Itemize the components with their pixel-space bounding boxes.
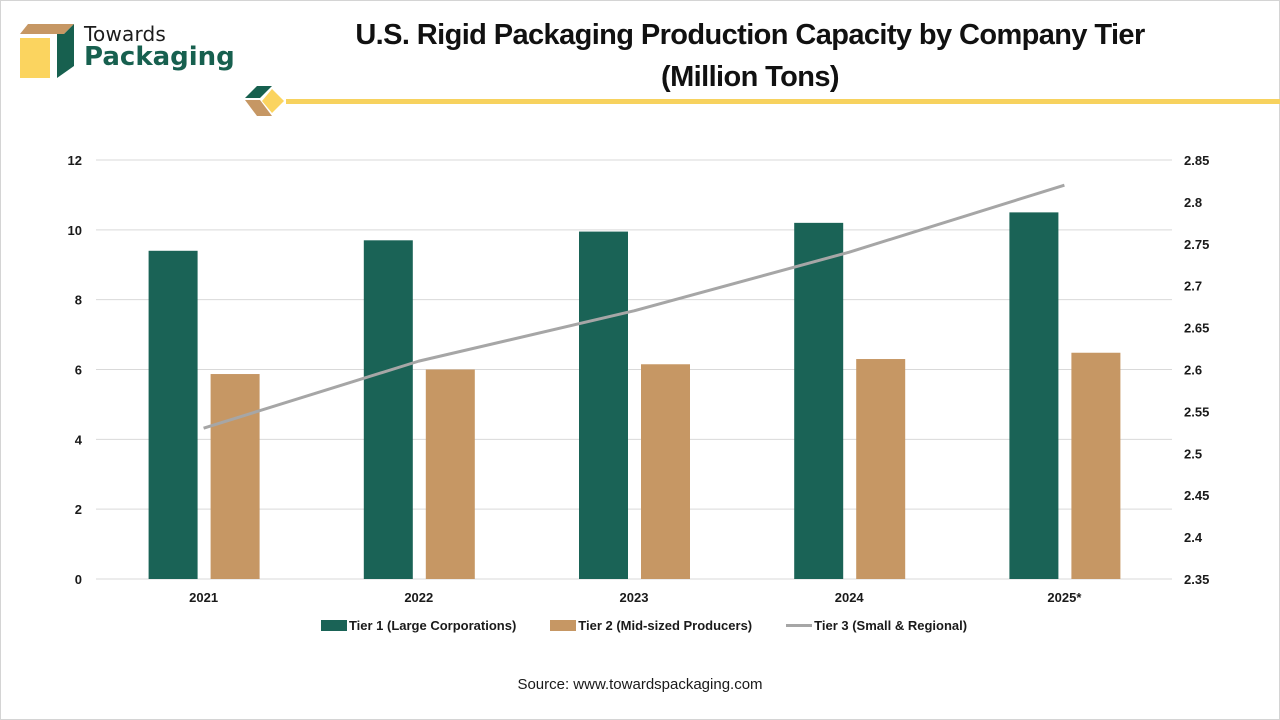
left-tick-label: 10 [68,223,82,238]
category-label: 2021 [189,590,218,605]
box-logo-icon [20,24,74,78]
right-tick-label: 2.35 [1184,572,1209,587]
legend-label-tier1: Tier 1 (Large Corporations) [348,618,517,633]
chart-title-sub: (Million Tons) [661,61,840,93]
legend-label-tier2: Tier 2 (Mid-sized Producers) [578,618,753,633]
legend-swatch-tier2 [550,620,577,631]
right-tick-label: 2.45 [1184,488,1209,503]
chart-legend: Tier 1 (Large Corporations) Tier 2 (Mid-… [0,618,1280,633]
bar-tier2-2022 [425,369,475,579]
legend-item-tier1: Tier 1 (Large Corporations) [320,618,517,633]
left-tick-label: 4 [75,432,83,447]
bar-tier1-2025 [1009,212,1059,579]
bar-tier2-2021 [210,374,260,579]
bars [148,212,1121,580]
category-axis: 2021 2022 2023 2024 2025* [189,590,1082,605]
bar-tier1-2023 [579,231,628,579]
category-label: 2023 [620,590,649,605]
right-tick-label: 2.65 [1184,321,1209,336]
right-tick-label: 2.55 [1184,404,1209,419]
legend-line-tier3 [786,624,813,627]
right-tick-label: 2.6 [1184,363,1202,378]
legend-label-tier3: Tier 3 (Small & Regional) [814,618,968,633]
legend-item-tier3: Tier 3 (Small & Regional) [786,618,967,633]
title-divider [286,99,1280,104]
brand-name-top: Towards [84,22,167,46]
left-tick-label: 6 [75,363,82,378]
bar-tier2-2025 [1071,352,1121,579]
bar-tier2-2023 [641,364,690,579]
category-label: 2022 [404,590,433,605]
right-axis: 2.35 2.4 2.45 2.5 2.55 2.6 2.65 2.7 2.75 2.8 2.85 [1184,153,1209,587]
grid-lines [96,159,1172,580]
category-label: 2024 [835,590,865,605]
chevron-diamond-icon [245,86,284,116]
bar-tier1-2021 [148,250,198,580]
right-tick-label: 2.85 [1184,153,1209,168]
right-tick-label: 2.4 [1184,530,1203,545]
bar-tier1-2022 [363,240,413,579]
line-tier3 [203,183,1065,430]
right-tick-label: 2.75 [1184,237,1209,252]
left-tick-label: 0 [75,572,82,587]
chart-title-main: U.S. Rigid Packaging Production Capacity… [355,19,1145,51]
bar-tier2-2024 [856,359,906,579]
source-note: Source: www.towardspackaging.com [517,676,763,693]
left-tick-label: 2 [75,502,82,517]
brand-logo: Towards Packaging [18,22,238,82]
category-label: 2025* [1047,590,1082,605]
left-tick-label: 8 [75,293,82,308]
left-tick-label: 12 [68,153,82,168]
bar-tier1-2024 [794,222,844,579]
left-axis: 0 2 4 6 8 10 12 [68,153,83,587]
line-series [203,183,1065,430]
legend-item-tier2: Tier 2 (Mid-sized Producers) [550,618,752,633]
legend-swatch-tier1 [320,620,347,631]
right-tick-label: 2.7 [1184,279,1202,294]
right-tick-label: 2.5 [1184,446,1202,461]
right-tick-label: 2.8 [1184,195,1202,210]
chart-title: U.S. Rigid Packaging Production Capacity… [300,14,1200,98]
brand-name-bottom: Packaging [84,42,235,72]
